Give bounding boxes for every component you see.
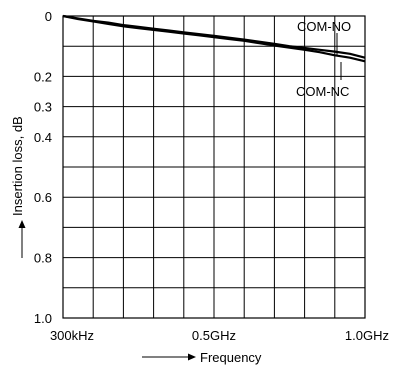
grid [63, 16, 365, 318]
y-tick-label: 0.4 [34, 130, 52, 145]
y-tick-label: 0.3 [34, 100, 52, 115]
x-tick-label: 300kHz [50, 328, 94, 343]
x-tick-label: 0.5GHz [192, 328, 236, 343]
x-axis-label: Frequency [200, 350, 262, 365]
series-line-com-nc [62, 14, 366, 63]
x-axis-label-group: Frequency [142, 350, 262, 365]
y-tick-label: 0 [45, 9, 52, 24]
series-label-com-no-group: COM-NO [297, 19, 351, 56]
series-label-com-nc-group: COM-NC [296, 62, 349, 99]
y-axis-label: Insertion loss, dB [10, 116, 25, 216]
y-tick-label: 0.8 [34, 251, 52, 266]
y-tick-label: 1.0 [34, 311, 52, 326]
plot-frame [62, 15, 366, 319]
y-axis-arrow-head [18, 220, 26, 228]
y-axis-label-group: Insertion loss, dB [10, 116, 26, 258]
x-axis-arrow-head [188, 353, 196, 361]
y-tick-label: 0.6 [34, 190, 52, 205]
x-tick-label: 1.0GHz [345, 328, 389, 343]
x-tick-labels: 300kHz 0.5GHz 1.0GHz [50, 328, 389, 343]
series-line-com-no [62, 14, 366, 59]
y-tick-labels: 0 0.2 0.3 0.4 0.6 0.8 1.0 [34, 9, 52, 326]
y-tick-label: 0.2 [34, 69, 52, 84]
series-label-com-no: COM-NO [297, 19, 351, 34]
series-label-com-nc: COM-NC [296, 84, 349, 99]
series-lines [62, 14, 366, 63]
